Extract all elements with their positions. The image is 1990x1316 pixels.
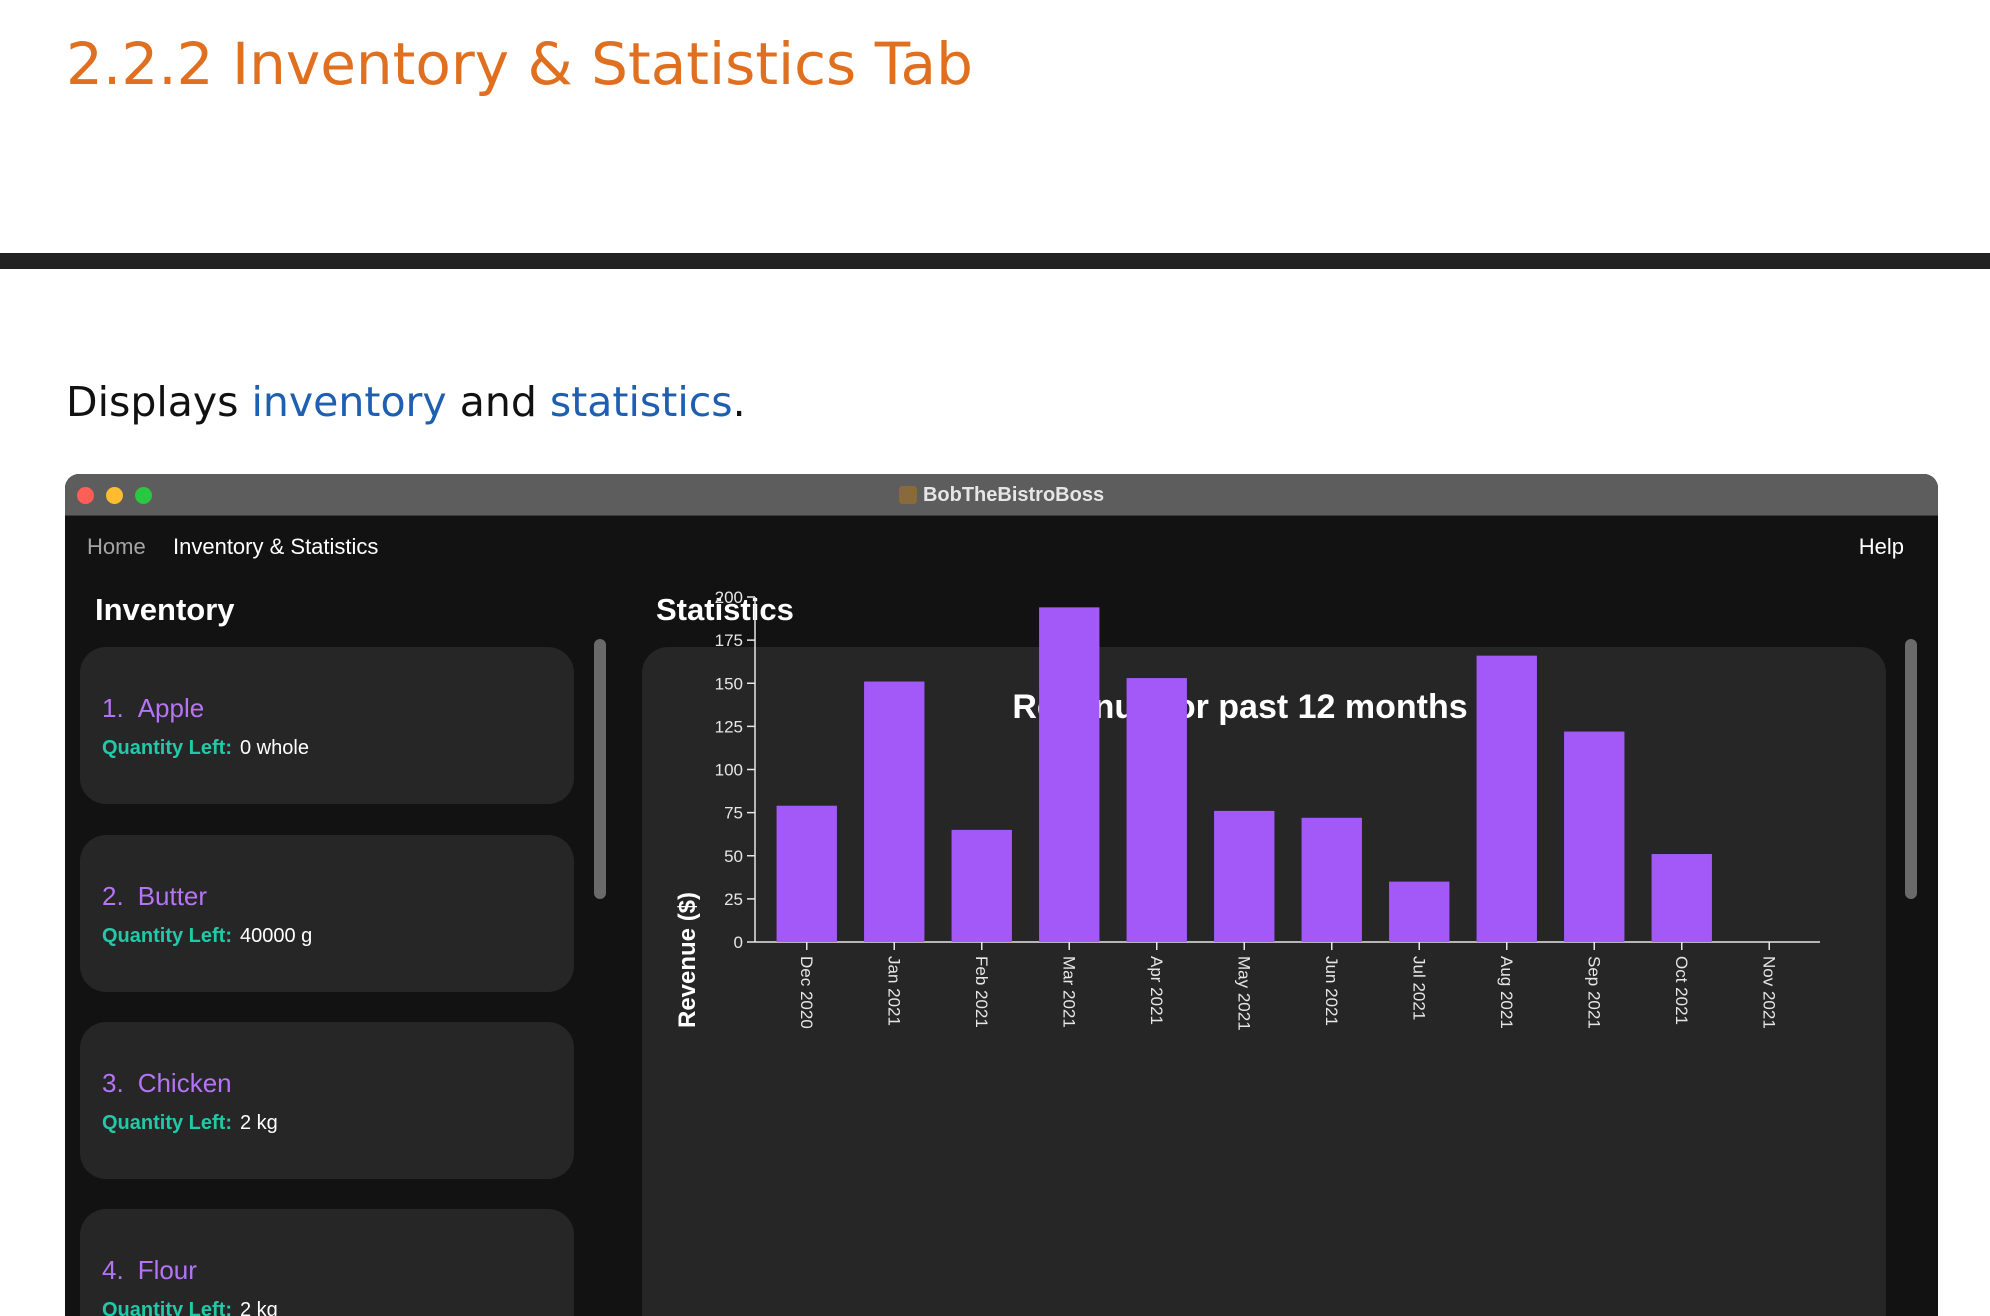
x-tick-label: Feb 2021 (972, 956, 991, 1028)
minimize-window-button[interactable] (106, 487, 123, 504)
statistics-scrollbar[interactable] (1905, 639, 1917, 899)
inventory-item[interactable]: 3. Chicken Quantity Left: 2 kg (80, 1022, 574, 1179)
inventory-item-quantity-row: Quantity Left: 2 kg (102, 1112, 278, 1135)
quantity-value: 40000 g (240, 925, 313, 947)
x-axis-label: Month & Year (1164, 1313, 1317, 1316)
bar (864, 681, 925, 942)
bar (1476, 655, 1537, 942)
quantity-label: Quantity Left: (102, 1112, 232, 1134)
bar (1564, 731, 1625, 942)
maximize-window-button[interactable] (135, 487, 152, 504)
bar (951, 829, 1012, 942)
x-tick-label: Aug 2021 (1497, 956, 1516, 1029)
quantity-label: Quantity Left: (102, 737, 232, 759)
quantity-value: 2 kg (240, 1299, 278, 1316)
y-tick-label: 25 (724, 890, 743, 909)
app-icon (898, 486, 917, 504)
bar (776, 805, 837, 942)
inventory-title: Inventory (95, 592, 235, 627)
inventory-item-quantity-row: Quantity Left: 0 whole (102, 737, 309, 760)
quantity-label: Quantity Left: (102, 925, 232, 947)
close-window-button[interactable] (77, 487, 94, 504)
x-tick-label: Sep 2021 (1584, 956, 1603, 1029)
quantity-label: Quantity Left: (102, 1299, 232, 1316)
inventory-item-name: Butter (137, 881, 208, 911)
tab-inventory-statistics[interactable]: Inventory & Statistics (173, 534, 379, 559)
inventory-item-quantity-row: Quantity Left: 40000 g (102, 925, 312, 948)
x-tick-label: Apr 2021 (1147, 956, 1166, 1025)
inventory-item[interactable]: 2. Butter Quantity Left: 40000 g (80, 835, 574, 992)
y-tick-label: 50 (724, 847, 743, 866)
inventory-item-name: Apple (137, 693, 205, 723)
inventory-link[interactable]: inventory (251, 378, 447, 426)
app-window: BobTheBistroBoss Home Inventory & Statis… (65, 474, 1938, 1316)
inventory-item-index: 3. (102, 1068, 124, 1098)
quantity-value: 2 kg (240, 1112, 278, 1134)
x-tick-label: Jun 2021 (1322, 956, 1341, 1026)
x-tick-label: Mar 2021 (1059, 956, 1078, 1028)
revenue-bar-chart: Revenue for past 12 months02550751001251… (674, 588, 1820, 1316)
horizontal-rule (0, 253, 1990, 269)
window-titlebar[interactable]: BobTheBistroBoss (65, 474, 1938, 516)
inventory-item-index: 2. (102, 881, 124, 911)
bar (1039, 607, 1100, 942)
y-tick-label: 175 (715, 631, 743, 650)
x-tick-label: Jan 2021 (884, 956, 903, 1026)
inventory-item-name-row: 2. Butter (102, 881, 207, 912)
inventory-item-index: 4. (102, 1255, 124, 1285)
x-tick-label: Dec 2020 (797, 956, 816, 1029)
quantity-value: 0 whole (240, 737, 309, 759)
inventory-item-index: 1. (102, 693, 124, 723)
statistics-panel (642, 647, 1886, 1316)
x-tick-label: Nov 2021 (1759, 956, 1778, 1029)
help-menu[interactable]: Help (1858, 534, 1904, 559)
window-title-text: BobTheBistroBoss (922, 484, 1105, 506)
x-tick-label: Oct 2021 (1672, 956, 1691, 1025)
inventory-item[interactable]: 4. Flour Quantity Left: 2 kg (80, 1209, 574, 1316)
description-paragraph: Displays inventory and statistics. (66, 378, 746, 426)
bar (1214, 810, 1275, 942)
para-mid: and (446, 378, 550, 426)
y-tick-label: 0 (734, 933, 743, 952)
inventory-item-name-row: 1. Apple (102, 693, 204, 724)
menu-bar: Home Inventory & Statistics Help (65, 516, 1938, 572)
bar (1651, 854, 1712, 942)
y-tick-label: 100 (715, 761, 743, 780)
y-tick-label: 150 (715, 674, 743, 693)
y-tick-label: 125 (715, 717, 743, 736)
bar (1301, 817, 1362, 942)
page-heading: 2.2.2 Inventory & Statistics Tab (66, 30, 973, 98)
y-tick-label: 75 (724, 804, 743, 823)
inventory-item[interactable]: 1. Apple Quantity Left: 0 whole (80, 647, 574, 804)
inventory-item-name: Chicken (137, 1068, 232, 1098)
inventory-item-name: Flour (137, 1255, 197, 1285)
inventory-item-name-row: 4. Flour (102, 1255, 197, 1286)
statistics-link[interactable]: statistics (549, 378, 733, 426)
para-suffix: . (732, 378, 746, 426)
statistics-title: Statistics (656, 592, 794, 627)
inventory-item-name-row: 3. Chicken (102, 1068, 232, 1099)
y-axis-label: Revenue ($) (674, 892, 701, 1028)
x-tick-label: Jul 2021 (1409, 956, 1428, 1020)
y-tick-label: 200 (715, 588, 743, 607)
para-prefix: Displays (66, 378, 252, 426)
x-tick-label: May 2021 (1234, 956, 1253, 1031)
inventory-scrollbar[interactable] (594, 639, 606, 899)
tab-home[interactable]: Home (87, 534, 146, 559)
window-title: BobTheBistroBoss (65, 484, 1938, 507)
bar (1389, 881, 1450, 942)
inventory-item-quantity-row: Quantity Left: 2 kg (102, 1299, 278, 1316)
bar (1126, 678, 1187, 942)
